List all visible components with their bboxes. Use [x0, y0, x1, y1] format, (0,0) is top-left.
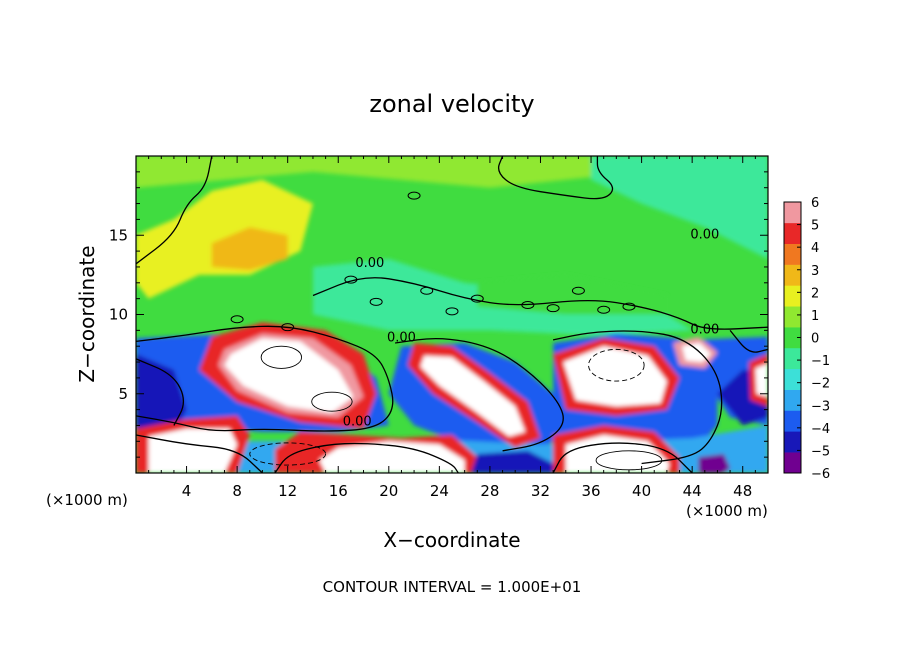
colorbar-label-1: 5	[811, 219, 819, 234]
field-region-14	[224, 338, 354, 413]
contour-line-9	[274, 442, 459, 473]
colorbar-swatch-9	[784, 264, 801, 286]
contour-extremum-1	[311, 391, 353, 412]
colorbar-label-3: 3	[811, 264, 819, 279]
colorbar-label-9: −3	[811, 399, 830, 414]
contour-extremum-4	[595, 450, 663, 471]
field-region-30	[698, 454, 731, 473]
x-tick-label-6: 28	[480, 482, 499, 500]
colorbar-label-2: 4	[811, 241, 819, 256]
y-axis-ticks: 5 10 15	[109, 171, 768, 458]
contour-island-2	[470, 294, 484, 303]
colorbar-label-12: −6	[811, 467, 830, 482]
contour-island-9	[622, 302, 636, 311]
field-region-10	[136, 354, 187, 434]
contour-island-1	[445, 307, 459, 316]
contour-extremum-2	[588, 348, 645, 382]
y-tick-label-1: 10	[109, 306, 128, 324]
contour-interval-note: CONTOUR INTERVAL = 1.000E+01	[323, 578, 582, 596]
contour-label-3: 0.00	[690, 227, 719, 242]
contour-label-4: 0.00	[690, 323, 719, 338]
contour-line-2	[312, 277, 768, 330]
colorbar-label-6: 0	[811, 332, 819, 347]
contour-line-1	[497, 156, 614, 200]
colorbar-label-8: −2	[811, 377, 830, 392]
x-axis-ticks: 4 8 12 16 20 24 28 32 36 40 44 48	[148, 156, 756, 500]
contour-extremum-3	[249, 442, 327, 466]
contour-island-12	[281, 323, 295, 332]
contour-island-8	[597, 305, 611, 314]
contour-island-5	[571, 286, 585, 295]
contour-island-4	[546, 304, 560, 313]
contour-island-10	[407, 191, 421, 200]
colorbar-swatch-12	[784, 202, 801, 224]
x-tick-label-0: 4	[182, 482, 192, 500]
x-tick-label-7: 32	[531, 482, 550, 500]
colorbar-label-10: −4	[811, 422, 830, 437]
contour-line-0	[136, 156, 213, 265]
contour-line-3	[136, 325, 394, 432]
contour-island-6	[344, 275, 358, 284]
x-tick-label-4: 20	[379, 482, 398, 500]
colorbar: 6 5 4 3 2 1 0 −1 −2 −3 −4 −5 −6	[783, 196, 830, 482]
colorbar-swatch-7	[784, 306, 801, 328]
contour-labels: 0.00 0.00 0.00 0.00 0.00	[343, 227, 720, 429]
plot-area: 0.00 0.00 0.00 0.00 0.00	[136, 156, 768, 473]
field-region-22	[148, 428, 238, 473]
x-tick-label-11: 48	[733, 482, 752, 500]
colorbar-label-4: 2	[811, 286, 819, 301]
chart-title: zonal velocity	[369, 90, 534, 118]
x-tick-label-8: 36	[581, 482, 600, 500]
colorbar-swatch-8	[784, 285, 801, 307]
colorbar-label-7: −1	[811, 354, 830, 369]
colorbar-swatch-6	[784, 327, 801, 349]
field-region-16	[420, 355, 526, 437]
colorbar-label-0: 6	[811, 196, 819, 211]
velocity-field	[136, 156, 768, 473]
field-region-29	[471, 450, 554, 473]
colorbar-swatch-0	[784, 452, 801, 474]
y-axis-label: Z−coordinate	[75, 245, 99, 382]
contour-line-8	[136, 434, 263, 473]
colorbar-swatch-10	[784, 243, 801, 265]
colorbar-swatch-1	[784, 431, 801, 453]
contour-label-0: 0.00	[355, 256, 384, 271]
contour-island-0	[420, 286, 434, 295]
x-axis-label: X−coordinate	[383, 528, 520, 552]
colorbar-swatch-4	[784, 368, 801, 390]
contour-label-1: 0.00	[387, 330, 416, 345]
contour-island-3	[521, 300, 535, 309]
field-region-4	[211, 227, 288, 271]
colorbar-label-11: −5	[811, 444, 830, 459]
field-region-28	[319, 441, 465, 473]
x-tick-label-5: 24	[430, 482, 449, 500]
contour-line-7	[729, 329, 768, 353]
colorbar-swatch-2	[784, 410, 801, 432]
contour-line-4	[136, 358, 185, 426]
colorbar-swatch-11	[784, 222, 801, 244]
contour-lines	[136, 156, 768, 473]
y-tick-label-0: 5	[118, 385, 128, 403]
colorbar-label-5: 1	[811, 309, 819, 324]
contour-label-2: 0.00	[343, 414, 372, 429]
field-region-1	[591, 156, 768, 259]
x-unit-right: (×1000 m)	[686, 502, 768, 520]
x-tick-label-9: 40	[632, 482, 651, 500]
colorbar-swatch-3	[784, 389, 801, 411]
field-region-26	[755, 363, 768, 397]
contour-line-6	[552, 330, 723, 465]
contour-extremum-0	[260, 345, 303, 369]
x-tick-label-3: 16	[329, 482, 348, 500]
y-tick-label-2: 15	[109, 226, 128, 244]
x-tick-label-1: 8	[232, 482, 242, 500]
colorbar-swatch-5	[784, 347, 801, 370]
x-tick-label-10: 44	[683, 482, 702, 500]
x-unit-left: (×1000 m)	[46, 491, 128, 509]
x-tick-label-2: 12	[278, 482, 297, 500]
contour-line-5	[395, 337, 564, 452]
contour-island-7	[369, 297, 383, 306]
contour-line-10	[552, 442, 693, 473]
contour-island-11	[230, 315, 244, 324]
